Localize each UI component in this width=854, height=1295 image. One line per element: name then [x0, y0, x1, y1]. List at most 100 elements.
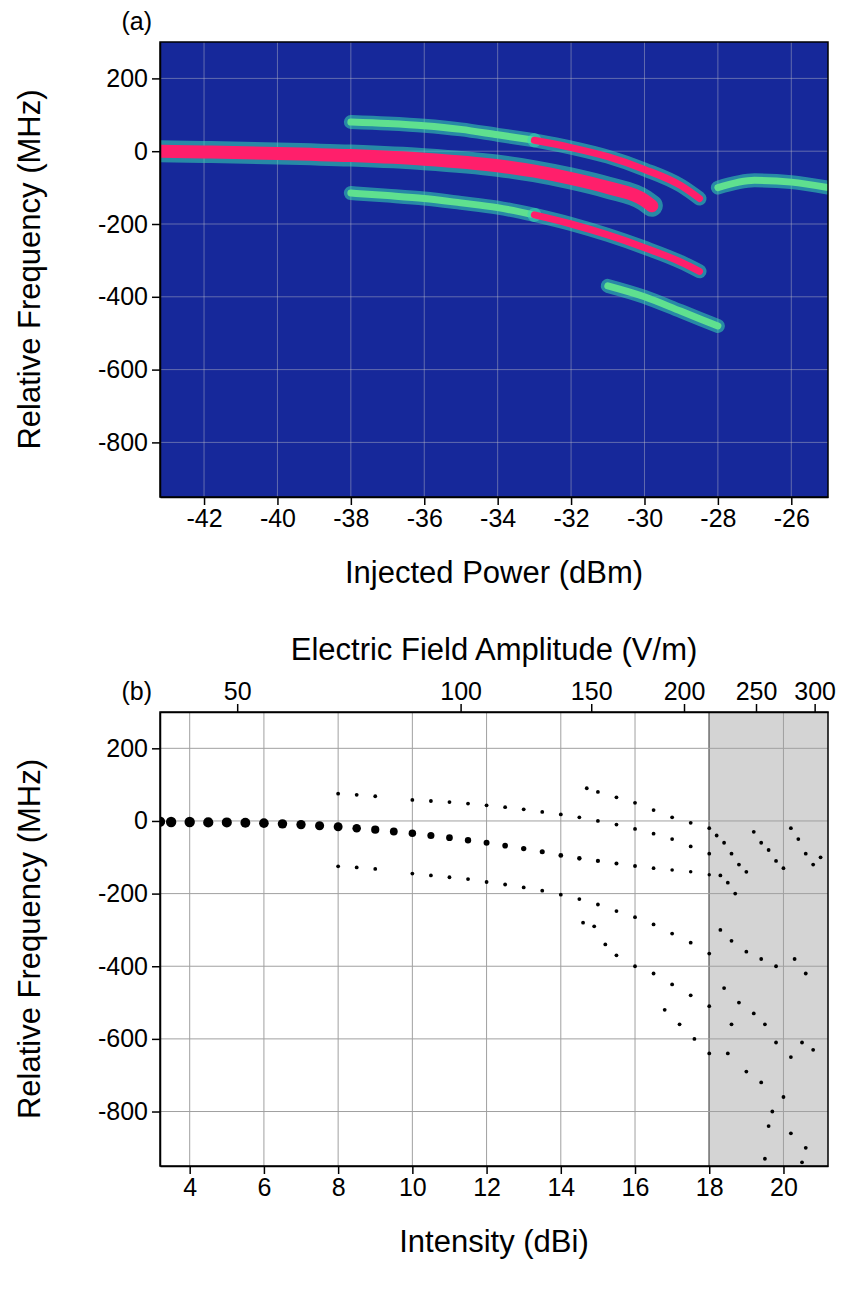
marks: [160, 122, 828, 326]
tick-label: 14: [547, 1173, 575, 1201]
tick-mark: [152, 224, 160, 226]
line: [718, 180, 828, 187]
point: [592, 924, 596, 928]
point: [800, 1160, 804, 1164]
line-glow: [351, 193, 535, 215]
tick-label: -800: [98, 428, 148, 456]
plot-background: [160, 712, 828, 1166]
point: [427, 832, 434, 839]
axis-line: [161, 712, 829, 714]
point: [446, 834, 453, 841]
point: [689, 993, 693, 997]
point: [804, 852, 808, 856]
tick-label: 50: [224, 677, 252, 705]
tick-label: -400: [98, 282, 148, 310]
line-glow: [608, 286, 718, 326]
point: [373, 794, 377, 798]
tick: 4: [183, 1166, 197, 1201]
tick: -200: [98, 879, 160, 907]
tick-label: -400: [98, 952, 148, 980]
tick: -34: [480, 497, 516, 532]
grid-line-y: [160, 296, 828, 297]
tick: -400: [98, 952, 160, 980]
grid-line-x: [350, 42, 351, 497]
grid-line-x: [263, 712, 264, 1166]
axis-line: [160, 713, 162, 1167]
point: [752, 830, 756, 834]
point: [184, 817, 194, 827]
plot-background: [160, 42, 828, 497]
point: [759, 1081, 763, 1085]
point: [811, 1048, 815, 1052]
point: [596, 790, 600, 794]
tick-mark: [152, 151, 160, 153]
x-axis-title: Injected Power (dBm): [345, 555, 643, 590]
tick-label: 18: [696, 1173, 724, 1201]
axis-line: [160, 43, 162, 498]
tick-label: -600: [98, 1024, 148, 1052]
point: [663, 1008, 667, 1012]
tick: 250: [736, 677, 778, 712]
axis-line: [161, 1166, 829, 1168]
point: [240, 818, 250, 828]
point: [707, 826, 711, 830]
point: [278, 819, 287, 828]
point: [502, 843, 508, 849]
point: [614, 861, 618, 865]
point: [670, 932, 674, 936]
tick: 300: [794, 677, 836, 712]
grid-line-y: [160, 1038, 828, 1039]
tick-label: 20: [770, 1173, 798, 1201]
line: [534, 215, 699, 271]
tick-label: 6: [257, 1173, 271, 1201]
x2-axis-title: Electric Field Amplitude (V/m): [291, 632, 698, 667]
tick-mark: [152, 1039, 160, 1041]
point: [722, 986, 726, 990]
point: [796, 837, 800, 841]
tick: -400: [98, 282, 160, 310]
point: [558, 853, 563, 858]
point: [774, 964, 778, 968]
tick-label: 150: [571, 677, 613, 705]
tick: -32: [554, 497, 590, 532]
point: [774, 1041, 778, 1045]
point: [577, 897, 581, 901]
shaded-group: [709, 712, 828, 1166]
point: [733, 892, 737, 896]
point: [355, 866, 359, 870]
tick: 8: [332, 1166, 346, 1201]
point: [767, 1124, 771, 1128]
tick: -200: [98, 210, 160, 238]
tick: -800: [98, 1097, 160, 1125]
point: [603, 943, 607, 947]
point: [789, 1055, 793, 1059]
point: [744, 1070, 748, 1074]
point: [707, 1052, 711, 1056]
point: [789, 1131, 793, 1135]
point: [730, 939, 734, 943]
x-axis-title: Intensity (dBi): [399, 1224, 589, 1259]
point: [522, 807, 526, 811]
point: [429, 799, 433, 803]
point: [722, 841, 726, 845]
line: [351, 122, 535, 140]
y-axis-title: Relative Frequency (MHz): [12, 89, 47, 449]
point: [410, 872, 414, 876]
point: [581, 921, 585, 925]
axis-line: [161, 497, 829, 499]
tick: 6: [257, 1166, 271, 1201]
shaded-edge: [708, 712, 710, 1166]
tick: -28: [700, 497, 736, 532]
point: [355, 793, 359, 797]
tick-label: 0: [134, 137, 148, 165]
point: [448, 800, 452, 804]
grid: [160, 42, 828, 497]
point: [689, 941, 693, 945]
tick-label: -200: [98, 210, 148, 238]
point: [485, 880, 489, 884]
point: [800, 1041, 804, 1045]
tick: 200: [106, 734, 160, 762]
point: [737, 863, 741, 867]
tick-mark: [152, 748, 160, 750]
point: [465, 837, 471, 843]
